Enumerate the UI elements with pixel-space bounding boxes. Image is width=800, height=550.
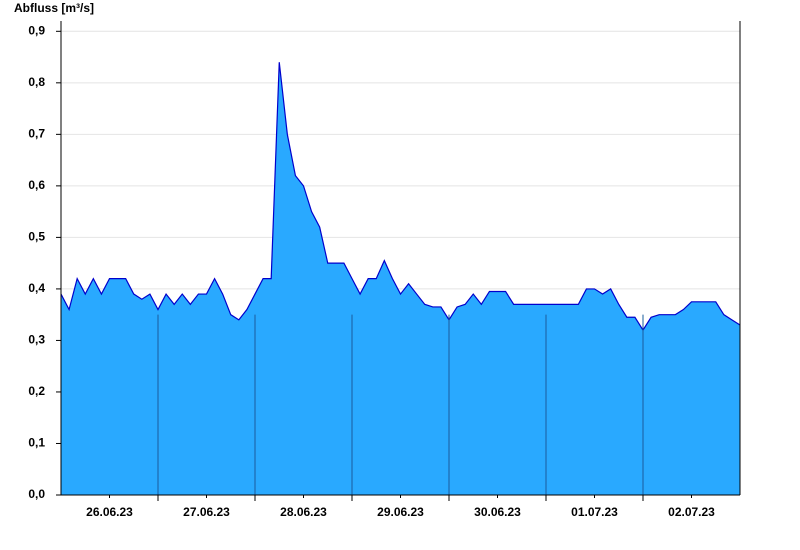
y-tick-label: 0,1: [28, 436, 45, 450]
x-tick-label: 30.06.23: [474, 505, 521, 519]
y-tick-label: 0,0: [28, 487, 45, 501]
x-tick-label: 27.06.23: [183, 505, 230, 519]
y-tick-label: 0,7: [28, 127, 45, 141]
x-tick-label: 28.06.23: [280, 505, 327, 519]
y-tick-label: 0,5: [28, 230, 45, 244]
x-tick-label: 26.06.23: [86, 505, 133, 519]
x-tick-label: 29.06.23: [377, 505, 424, 519]
line: [60, 62, 741, 332]
chart-title: Abfluss [m³/s]: [14, 1, 94, 15]
y-tick-label: 0,3: [28, 333, 45, 347]
x-tick-label: 01.07.23: [571, 505, 618, 519]
y-tick-label: 0,2: [28, 384, 45, 398]
x-tick-label: 02.07.23: [668, 505, 715, 519]
y-tick-label: 0,9: [28, 23, 45, 37]
y-tick-label: 0,6: [28, 178, 45, 192]
area: [61, 62, 740, 495]
y-tick-label: 0,8: [28, 75, 45, 89]
y-tick-label: 0,4: [28, 281, 45, 295]
